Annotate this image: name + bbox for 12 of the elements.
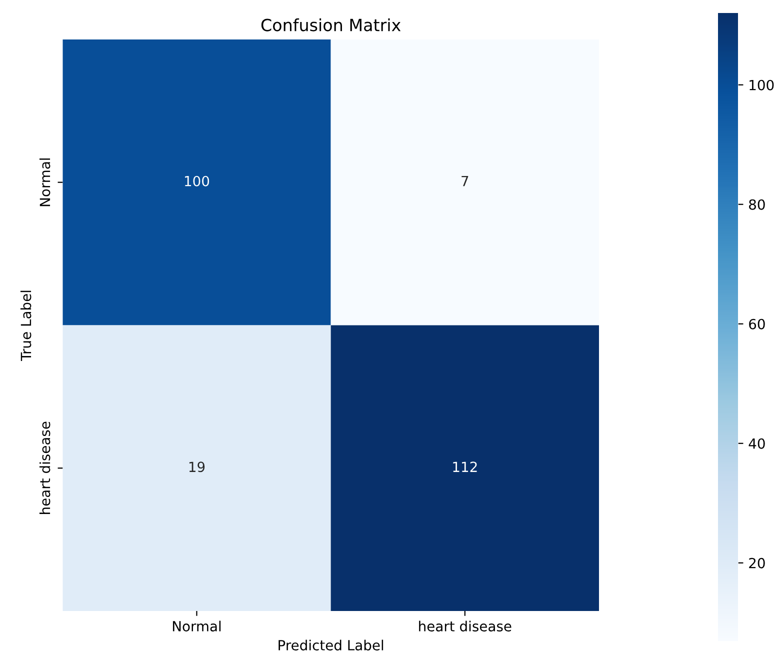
- data-label: 100: [185, 176, 210, 186]
- color-bar-label: 20: [749, 558, 765, 568]
- y-axis-title: True Label: [20, 290, 32, 361]
- chart-title: Confusion Matrix: [261, 18, 401, 32]
- data-label: 7: [462, 176, 468, 186]
- color-bar-label: 80: [749, 199, 765, 210]
- data-label: 112: [453, 462, 477, 472]
- color-bar-label: 100: [750, 80, 774, 90]
- data-label: 19: [189, 462, 205, 472]
- color-bar-label: 60: [749, 318, 765, 330]
- x-axis-title: Predicted Label: [278, 640, 384, 650]
- color-bar-label: 40: [748, 438, 765, 449]
